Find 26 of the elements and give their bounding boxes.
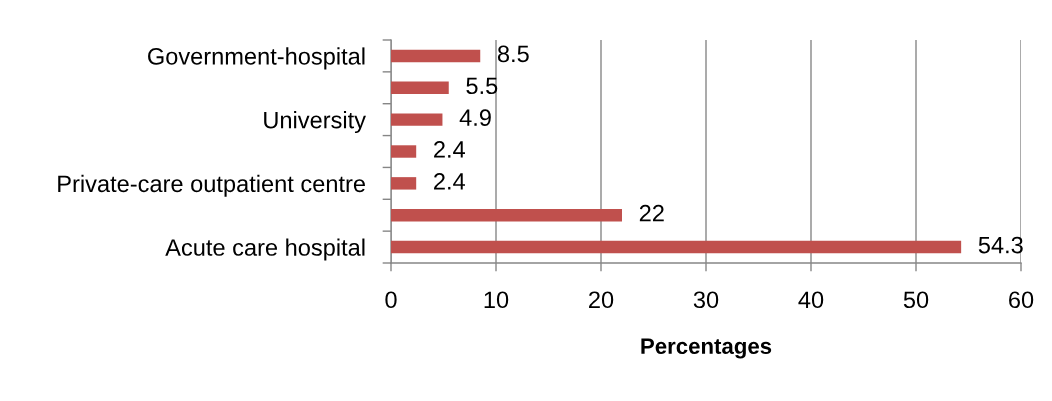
bar bbox=[391, 209, 622, 222]
data-label: 2.4 bbox=[434, 141, 465, 158]
x-tick-label: 30 bbox=[693, 291, 719, 309]
bar bbox=[391, 81, 449, 94]
data-label: 4.9 bbox=[459, 109, 491, 126]
data-label: 2.4 bbox=[434, 172, 465, 190]
bar bbox=[391, 145, 417, 158]
x-axis-title: Percentages bbox=[641, 338, 772, 359]
x-tick-label: 40 bbox=[798, 291, 824, 309]
bar bbox=[391, 240, 962, 254]
data-label: 8.5 bbox=[497, 45, 529, 63]
x-tick-label: 10 bbox=[484, 291, 509, 309]
data-label: 5.5 bbox=[466, 77, 498, 95]
x-tick-label: 0 bbox=[385, 291, 397, 309]
y-tick-label: University bbox=[264, 111, 366, 134]
x-tick-label: 50 bbox=[903, 291, 929, 309]
x-tick-label: 20 bbox=[589, 291, 614, 309]
data-label: 22 bbox=[639, 204, 664, 222]
bar bbox=[391, 177, 417, 190]
bar bbox=[391, 49, 481, 63]
y-tick-label: Government-hospital bbox=[148, 47, 365, 70]
data-label: 54.3 bbox=[978, 236, 1023, 254]
bar bbox=[391, 113, 443, 126]
y-tick-label: Acute care hospital bbox=[165, 238, 365, 261]
y-tick-label: Private-care outpatient centre bbox=[58, 174, 365, 197]
x-tick-label: 60 bbox=[1009, 291, 1034, 309]
